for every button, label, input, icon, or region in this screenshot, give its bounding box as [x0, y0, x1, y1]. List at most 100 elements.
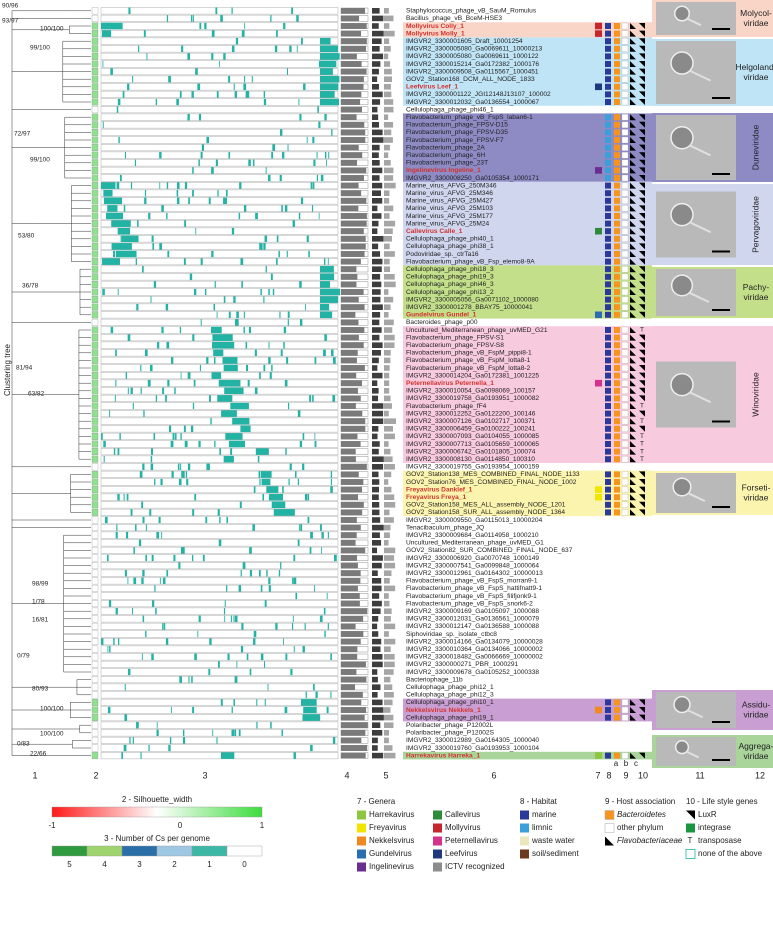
legend-label: marine [532, 810, 557, 819]
col5-bar [372, 357, 379, 364]
col4-bar [341, 532, 357, 538]
heatmap-cell [147, 379, 151, 387]
family-label: Pervagoviridae [750, 196, 760, 253]
heatmap-block [230, 402, 249, 410]
heatmap-row [100, 387, 339, 395]
host-cell [630, 228, 636, 235]
heatmap-cell [264, 661, 266, 668]
heatmap-cell [239, 501, 242, 509]
col5-bar [372, 479, 380, 485]
silhouette-cell [91, 220, 99, 228]
heatmap-cell [123, 744, 127, 752]
phage-head [670, 126, 694, 150]
heatmap-cell [271, 364, 273, 372]
heatmap-cell [103, 455, 105, 463]
heatmap-cell [176, 182, 180, 189]
lifestyle-cell [639, 190, 645, 197]
lifestyle-cell [639, 699, 645, 706]
col4-bar [341, 403, 356, 409]
phage-tail [689, 69, 712, 82]
legend-label: limnic [532, 823, 552, 832]
column-number: 12 [755, 770, 765, 780]
host-cell [621, 250, 629, 258]
heatmap-cell [110, 68, 113, 75]
bootstrap-label: 16/81 [32, 617, 49, 624]
col4-bar [341, 547, 366, 554]
col4-bar [341, 122, 365, 128]
heatmap-cell [192, 554, 194, 562]
silhouette-cell [91, 577, 99, 585]
heatmap-cell [310, 182, 313, 189]
heatmap-cell [208, 463, 210, 471]
heatmap-cell [260, 653, 264, 661]
genome-name: Tenacibaculum_phage_JQ [406, 524, 484, 531]
heatmap-block [221, 410, 237, 417]
heatmap-cell [130, 182, 133, 189]
habitat-cell [605, 456, 611, 463]
heatmap-cell [257, 455, 260, 463]
silhouette-cell [91, 592, 99, 600]
heatmap-cell [256, 721, 258, 729]
legend-label: ICTV recognized [445, 862, 505, 871]
col5-bar [372, 99, 381, 105]
col4-bar [341, 91, 362, 98]
genome-name: Bacillus_phage_vB_BceM-HSE3 [406, 15, 502, 22]
col4-bar [341, 555, 358, 561]
heatmap-cell [323, 258, 326, 265]
silhouette-cell [91, 258, 99, 266]
heatmap-cell [151, 235, 154, 243]
habitat-cell [605, 471, 611, 478]
col5-bar [384, 699, 393, 706]
heatmap-row [100, 166, 339, 174]
col5-bar [372, 91, 383, 98]
heatmap-cell [188, 676, 190, 683]
sub-column: c [634, 759, 638, 768]
col4-bar [341, 502, 364, 508]
heatmap-cell [287, 402, 290, 410]
genome-name: Bacteriophage_11b [406, 676, 463, 683]
silhouette-cell [91, 432, 99, 440]
heatmap-cell [184, 440, 187, 448]
heatmap-cell [330, 486, 333, 493]
heatmap-cell [206, 357, 209, 364]
heatmap-cell [286, 68, 288, 75]
col5-bar [384, 8, 389, 14]
heatmap-cell [211, 167, 214, 174]
heatmap-cell [139, 471, 143, 478]
col5-bar [372, 585, 382, 592]
heatmap-cell [288, 478, 290, 486]
lifestyle-cell [639, 38, 645, 45]
heatmap-cell [162, 577, 166, 585]
heatmap-cell [230, 448, 233, 455]
heatmap-cell [177, 463, 180, 471]
col4-bar [341, 266, 357, 272]
heatmap-cell [137, 220, 139, 227]
heatmap-cell [182, 471, 185, 478]
heatmap-cell [206, 463, 209, 471]
heatmap-cell [332, 357, 336, 364]
heatmap-cell [318, 121, 321, 129]
heatmap-row [100, 258, 339, 266]
family-band [403, 470, 652, 517]
silhouette-cell [91, 128, 99, 136]
silhouette-cell [91, 569, 99, 577]
heatmap-cell [182, 737, 186, 744]
heatmap-cell [167, 250, 170, 258]
col4-bar [341, 84, 364, 90]
col5-bar [384, 509, 390, 516]
col5-bar [372, 540, 382, 546]
col5-bar [384, 289, 389, 295]
host-cell [621, 45, 629, 52]
host-cell [614, 357, 620, 364]
col5-bar [384, 654, 395, 660]
heatmap-cell [319, 615, 323, 623]
heatmap-cell [216, 737, 218, 744]
genome-name: IMGVR2_3300009684_Ga0114958_1000210 [406, 532, 539, 539]
col5-bar [384, 616, 391, 622]
heatmap-cell [192, 167, 194, 174]
col5-bar [384, 334, 395, 341]
heatmap-cell [119, 174, 122, 182]
legend-label: LuxR [698, 810, 717, 819]
genome-name: Polaribacter_phage_P12002L [406, 722, 494, 729]
